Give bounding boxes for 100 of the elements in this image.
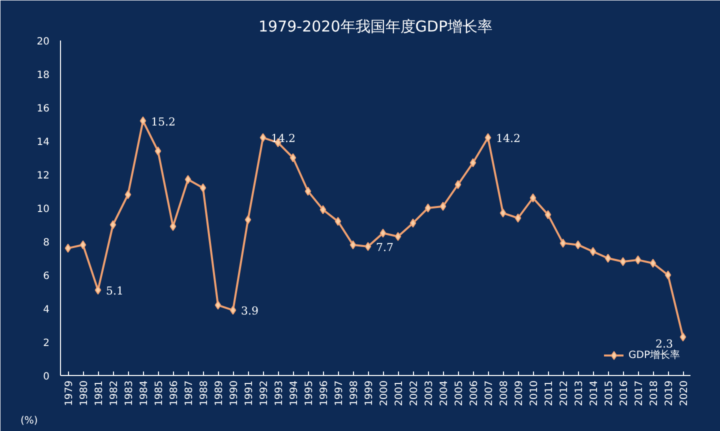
x-tick-label: 1999 xyxy=(364,380,375,406)
y-tick-label: 8 xyxy=(43,238,50,248)
point xyxy=(230,306,236,315)
point xyxy=(530,193,536,202)
point xyxy=(214,300,222,310)
data-label: 14.2 xyxy=(496,132,520,146)
data-label: 14.2 xyxy=(271,132,296,146)
point xyxy=(350,240,356,250)
point xyxy=(94,286,102,295)
point xyxy=(380,228,386,238)
point xyxy=(244,215,252,224)
x-tick-label: 2005 xyxy=(454,380,465,406)
x-tick-label: 1985 xyxy=(154,380,165,406)
point xyxy=(410,218,416,228)
point xyxy=(500,208,506,218)
x-tick-label: 2018 xyxy=(649,380,660,406)
point xyxy=(124,190,132,200)
y-tick-label: 4 xyxy=(43,304,50,316)
point xyxy=(170,222,176,231)
y-axis-title: (%) xyxy=(20,416,38,426)
point xyxy=(364,242,372,252)
point xyxy=(544,210,552,220)
point xyxy=(604,254,612,263)
point xyxy=(634,255,642,264)
legend-label: GDP增长率 xyxy=(628,348,680,362)
x-tick-label: 2011 xyxy=(544,380,555,406)
data-label: 3.9 xyxy=(241,304,258,318)
point xyxy=(484,133,492,142)
x-tick-label: 2004 xyxy=(439,380,450,406)
data-label: 5.1 xyxy=(106,284,124,298)
point xyxy=(64,244,72,253)
x-tick-label: 1998 xyxy=(349,380,360,406)
x-tick-label: 1997 xyxy=(334,380,345,406)
x-tick-label: 2003 xyxy=(424,380,435,406)
point xyxy=(394,232,402,241)
point xyxy=(620,257,626,266)
point xyxy=(560,238,566,248)
x-tick-label: 1981 xyxy=(94,380,105,406)
x-tick-label: 2019 xyxy=(664,380,675,406)
x-tick-label: 2020 xyxy=(679,380,690,406)
point xyxy=(80,240,86,250)
point xyxy=(454,180,462,190)
x-tick-label: 2002 xyxy=(409,380,420,406)
point xyxy=(290,153,296,162)
x-tick-label: 2016 xyxy=(619,380,630,406)
point xyxy=(260,133,266,142)
point xyxy=(514,214,522,223)
x-tick-label: 1994 xyxy=(289,380,300,406)
point xyxy=(320,205,326,214)
point xyxy=(184,175,192,184)
x-tick-label: 2000 xyxy=(379,380,390,406)
y-tick-label: 2 xyxy=(43,338,50,349)
y-tick-label: 6 xyxy=(43,271,50,282)
x-tick-label: 2017 xyxy=(634,380,645,406)
point xyxy=(680,332,686,342)
point xyxy=(650,258,656,268)
x-tick-label: 1979 xyxy=(64,380,75,406)
point xyxy=(590,247,596,256)
point xyxy=(304,186,312,196)
point xyxy=(424,204,432,212)
x-tick-label: 1988 xyxy=(199,380,210,406)
point xyxy=(154,146,162,156)
x-tick-label: 1995 xyxy=(304,380,315,406)
point xyxy=(574,240,582,250)
x-tick-label: 1993 xyxy=(274,380,285,406)
point xyxy=(110,220,116,230)
point xyxy=(200,183,206,192)
chart-title: 1979-2020年我国年度GDP增长率 xyxy=(258,18,492,36)
y-tick-label: 0 xyxy=(43,372,50,382)
point xyxy=(140,116,146,126)
data-label: 7.7 xyxy=(376,241,394,254)
point xyxy=(334,216,342,226)
x-tick-label: 2008 xyxy=(499,380,510,406)
x-tick-label: 2001 xyxy=(394,380,405,406)
x-tick-label: 1982 xyxy=(109,380,120,406)
x-tick-label: 1980 xyxy=(79,380,90,406)
x-tick-label: 2006 xyxy=(469,380,480,406)
y-tick-label: 16 xyxy=(36,104,50,114)
point xyxy=(440,202,446,211)
x-tick-label: 2013 xyxy=(574,380,585,406)
x-tick-label: 1989 xyxy=(214,380,225,406)
y-tick-label: 12 xyxy=(36,170,50,182)
y-tick-label: 10 xyxy=(36,204,50,215)
x-tick-label: 1987 xyxy=(184,380,195,406)
x-tick-label: 2015 xyxy=(604,380,615,406)
x-tick-label: 2014 xyxy=(589,380,600,406)
point xyxy=(664,270,672,280)
y-tick-label: 18 xyxy=(36,70,50,81)
x-tick-label: 2010 xyxy=(529,380,540,406)
x-tick-label: 1983 xyxy=(124,380,135,406)
y-tick-label: 14 xyxy=(36,137,50,148)
x-tick-label: 2012 xyxy=(559,380,570,406)
x-tick-label: 1986 xyxy=(169,380,180,406)
x-tick-label: 1991 xyxy=(244,380,255,406)
point xyxy=(470,158,476,168)
y-tick-label: 20 xyxy=(36,36,50,48)
data-label: 2.3 xyxy=(656,337,674,350)
x-tick-label: 2007 xyxy=(484,380,495,406)
x-tick-label: 2009 xyxy=(514,380,525,406)
x-tick-label: 1996 xyxy=(319,380,330,406)
